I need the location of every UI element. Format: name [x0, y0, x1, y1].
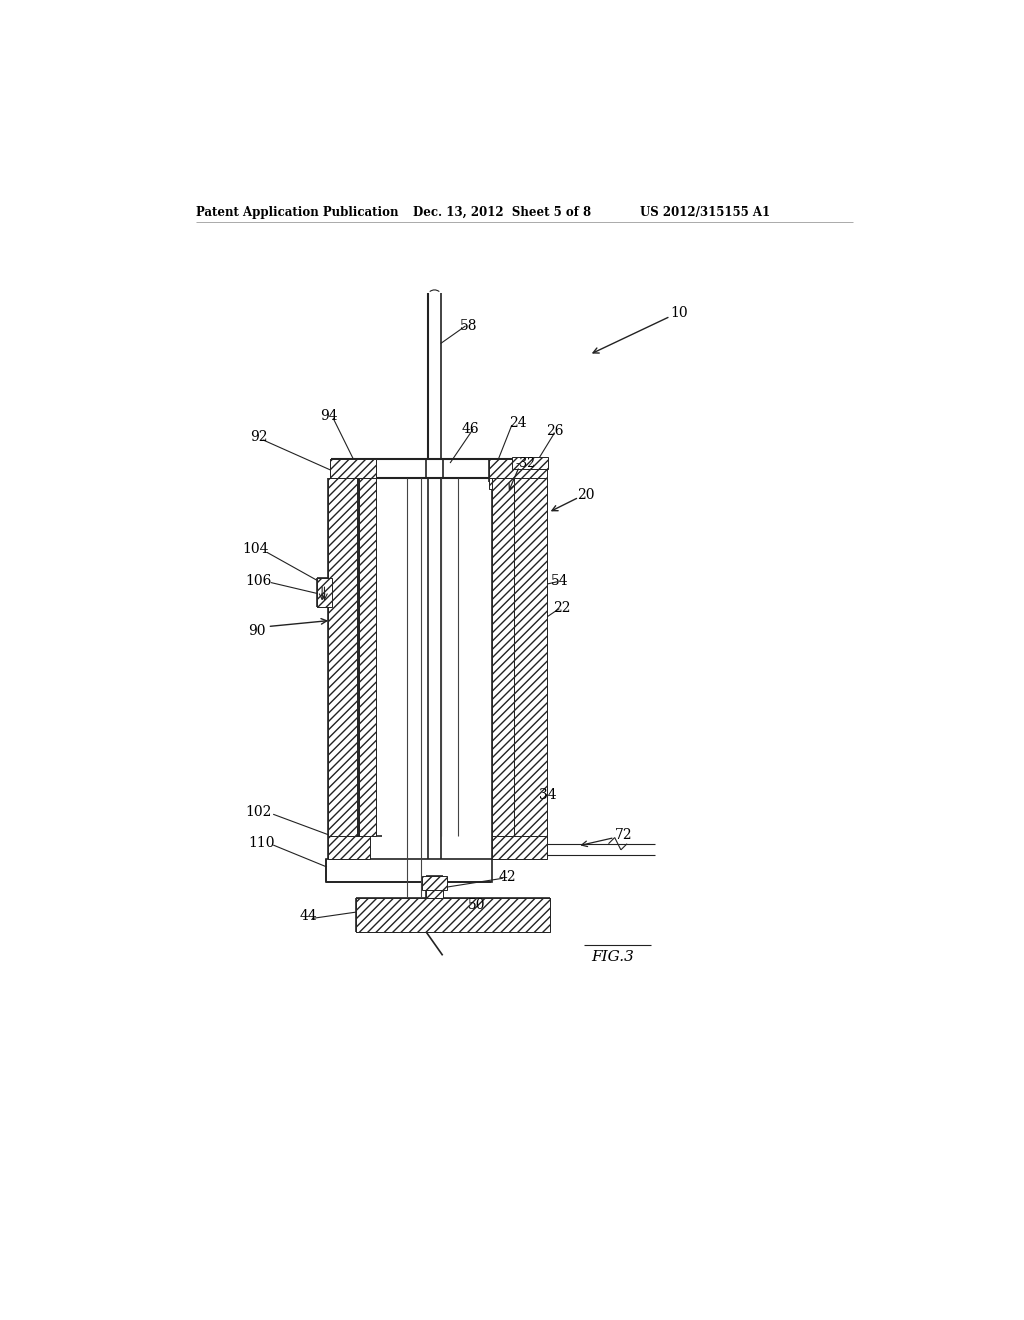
Bar	[493, 478, 514, 836]
Text: 54: 54	[550, 574, 568, 589]
Text: 50: 50	[467, 898, 485, 912]
Text: 20: 20	[578, 488, 595, 502]
Text: 104: 104	[242, 543, 268, 556]
Text: 42: 42	[499, 870, 516, 884]
Bar	[512, 457, 548, 470]
Text: 102: 102	[246, 805, 272, 820]
Bar	[328, 836, 370, 859]
Bar	[489, 459, 547, 478]
Text: 58: 58	[460, 318, 477, 333]
Text: 24: 24	[509, 416, 527, 430]
Text: Dec. 13, 2012  Sheet 5 of 8: Dec. 13, 2012 Sheet 5 of 8	[414, 206, 591, 219]
Bar	[317, 578, 332, 607]
Text: 10: 10	[671, 306, 688, 321]
Bar	[330, 459, 376, 478]
Text: 22: 22	[553, 601, 570, 615]
Text: Patent Application Publication: Patent Application Publication	[197, 206, 398, 219]
Text: 26: 26	[547, 424, 564, 438]
Text: 94: 94	[321, 409, 338, 424]
Bar	[426, 876, 443, 898]
Text: 44: 44	[300, 909, 317, 923]
Bar	[514, 478, 547, 836]
Text: FIG.3: FIG.3	[592, 950, 634, 964]
Bar	[359, 478, 376, 836]
Text: -32: -32	[515, 457, 536, 470]
Bar	[327, 859, 493, 882]
Text: 110: 110	[248, 836, 274, 850]
Text: 90: 90	[248, 624, 265, 639]
Bar	[422, 876, 447, 890]
Text: 72: 72	[614, 829, 633, 842]
Text: 46: 46	[461, 422, 479, 436]
Bar	[328, 478, 357, 836]
Text: 106: 106	[246, 574, 272, 589]
Text: 34: 34	[539, 788, 556, 803]
Bar	[493, 836, 547, 859]
Bar	[489, 478, 499, 488]
Bar	[356, 898, 550, 932]
Text: US 2012/315155 A1: US 2012/315155 A1	[640, 206, 770, 219]
Text: 92: 92	[251, 430, 268, 445]
